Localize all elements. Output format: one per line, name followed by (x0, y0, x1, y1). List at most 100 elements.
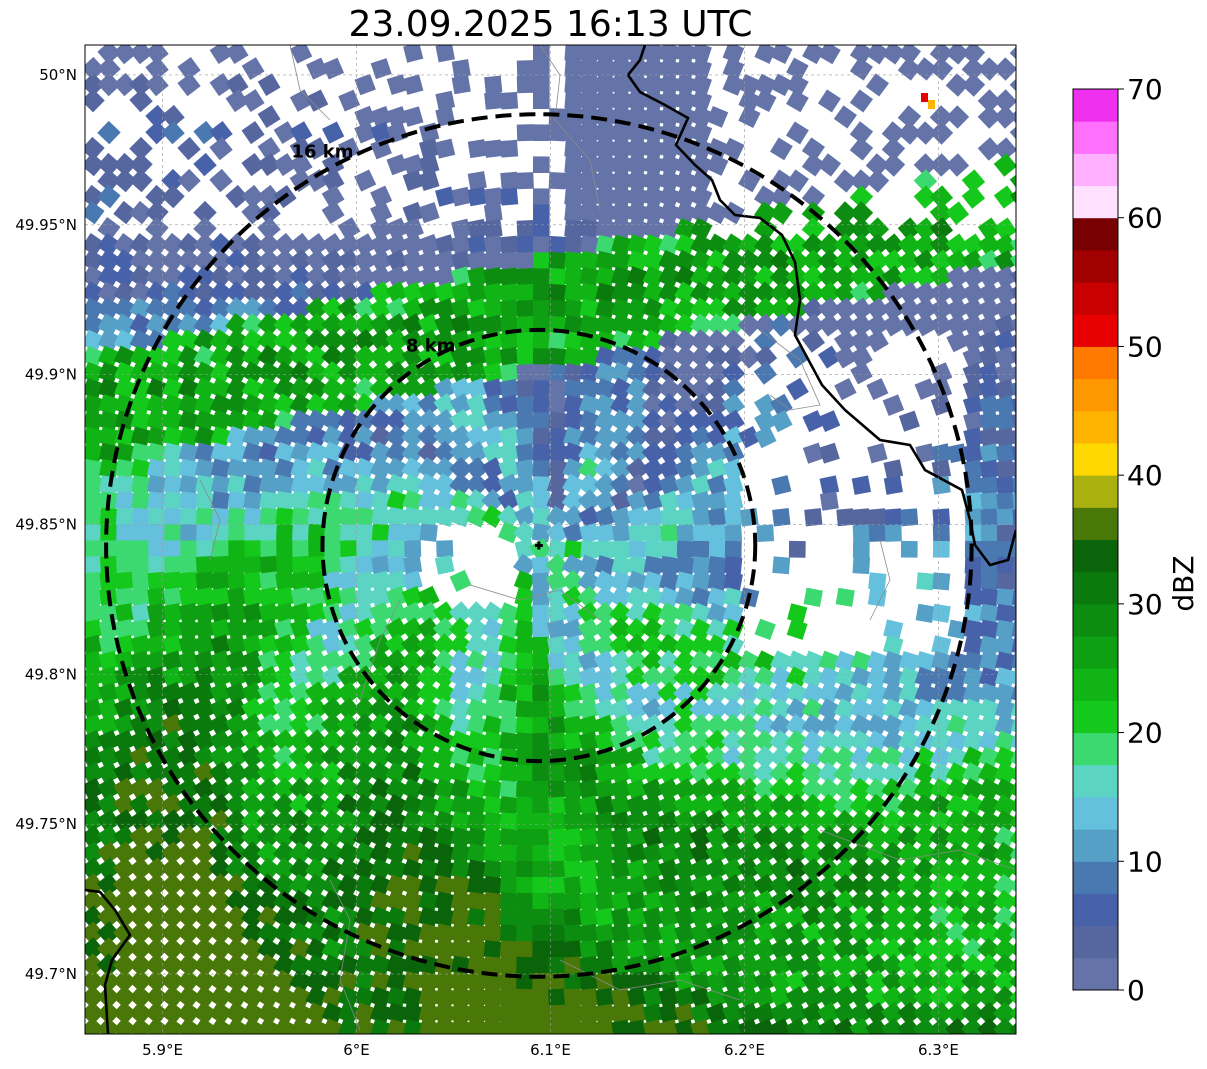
radar-bin (85, 88, 105, 113)
radar-bin (417, 601, 441, 625)
radar-bin (897, 105, 922, 129)
radar-bin (355, 555, 374, 574)
radar-bin (563, 812, 583, 831)
radar-bin (418, 506, 439, 527)
radar-bin (305, 857, 329, 881)
radar-bin (162, 393, 184, 416)
national-border-east (626, 45, 1016, 567)
radar-bin (562, 634, 584, 656)
radar-bin (913, 265, 937, 289)
radar-bin (305, 937, 328, 961)
radar-bin (930, 651, 952, 672)
radar-bin (673, 842, 696, 865)
radar-bin (993, 233, 1016, 257)
radar-bin (849, 953, 873, 978)
radar-bin (369, 890, 392, 913)
radar-bin (674, 265, 697, 289)
radar-bin (193, 120, 217, 145)
radar-bin (451, 218, 472, 239)
radar-bin (176, 969, 201, 993)
radar-bin (626, 859, 648, 880)
radar-bin (85, 72, 105, 97)
radar-bin (769, 986, 793, 1009)
radar-bin (499, 988, 518, 1007)
radar-bin (642, 473, 665, 497)
radar-bin (516, 860, 534, 878)
radar-bin (85, 184, 105, 209)
radar-bin (177, 361, 200, 384)
radar-bin (85, 265, 105, 288)
radar-bin (562, 522, 585, 544)
radar-bin (369, 761, 393, 785)
radar-bin (577, 650, 600, 673)
radar-bin (320, 697, 345, 721)
radar-bin (516, 1004, 534, 1022)
radar-bin (769, 185, 793, 209)
radar-bin (498, 457, 520, 480)
radar-bin (627, 90, 648, 111)
radar-bin (289, 633, 312, 656)
radar-bin (994, 346, 1016, 368)
radar-bin (273, 665, 296, 689)
radar-bin (626, 297, 649, 320)
radar-bin (785, 825, 809, 850)
radar-bin (146, 410, 168, 432)
radar-bin (370, 217, 393, 240)
radar-bin (673, 393, 698, 417)
radar-bin (290, 458, 312, 480)
national-border-southwest (85, 888, 132, 1034)
radar-bin (658, 138, 680, 160)
radar-bin (244, 540, 262, 558)
radar-bin (642, 923, 664, 944)
radar-bin (162, 618, 183, 639)
radar-bin (996, 572, 1015, 591)
radar-bin (465, 425, 489, 448)
radar-bin (483, 972, 502, 991)
radar-bin (721, 313, 746, 337)
radar-bin (865, 153, 890, 177)
radar-bin (546, 619, 567, 640)
radar-bin (113, 152, 137, 177)
radar-bin (404, 540, 422, 558)
radar-bin (658, 202, 681, 224)
radar-bin (929, 985, 953, 1010)
radar-bin (865, 793, 889, 818)
radar-bin (290, 602, 311, 624)
radar-bin (705, 297, 730, 321)
radar-bin (817, 89, 841, 113)
radar-bin (753, 185, 777, 209)
radar-bin (723, 587, 744, 608)
radar-bin (467, 987, 487, 1007)
radar-bin (500, 187, 519, 206)
radar-bin (1009, 841, 1016, 865)
radar-bin (178, 410, 200, 432)
radar-bin (657, 745, 681, 769)
radar-bin (785, 777, 809, 802)
radar-bin (129, 72, 153, 97)
radar-bin (97, 265, 121, 289)
radar-bin (418, 297, 441, 320)
radar-bin (434, 826, 456, 848)
radar-bin (913, 185, 938, 209)
radar-bin (161, 666, 184, 688)
radar-bin (306, 490, 327, 511)
radar-bin (259, 555, 278, 574)
radar-bin (881, 953, 905, 978)
radar-bin (372, 540, 390, 558)
radar-bin (499, 908, 518, 927)
radar-bin (689, 361, 714, 385)
radar-bin (609, 409, 633, 433)
radar-bin (532, 156, 550, 174)
radar-bin (548, 379, 567, 398)
radar-bin (547, 474, 568, 496)
radar-bin (737, 1002, 760, 1025)
radar-bin (563, 844, 582, 863)
radar-bin (737, 809, 761, 834)
radar-bin (705, 922, 728, 945)
radar-bin (467, 266, 488, 287)
radar-bin (289, 1001, 312, 1025)
radar-bin (785, 682, 809, 705)
radar-bin (321, 633, 344, 656)
radar-bin (849, 313, 873, 337)
radar-bin (625, 586, 649, 609)
